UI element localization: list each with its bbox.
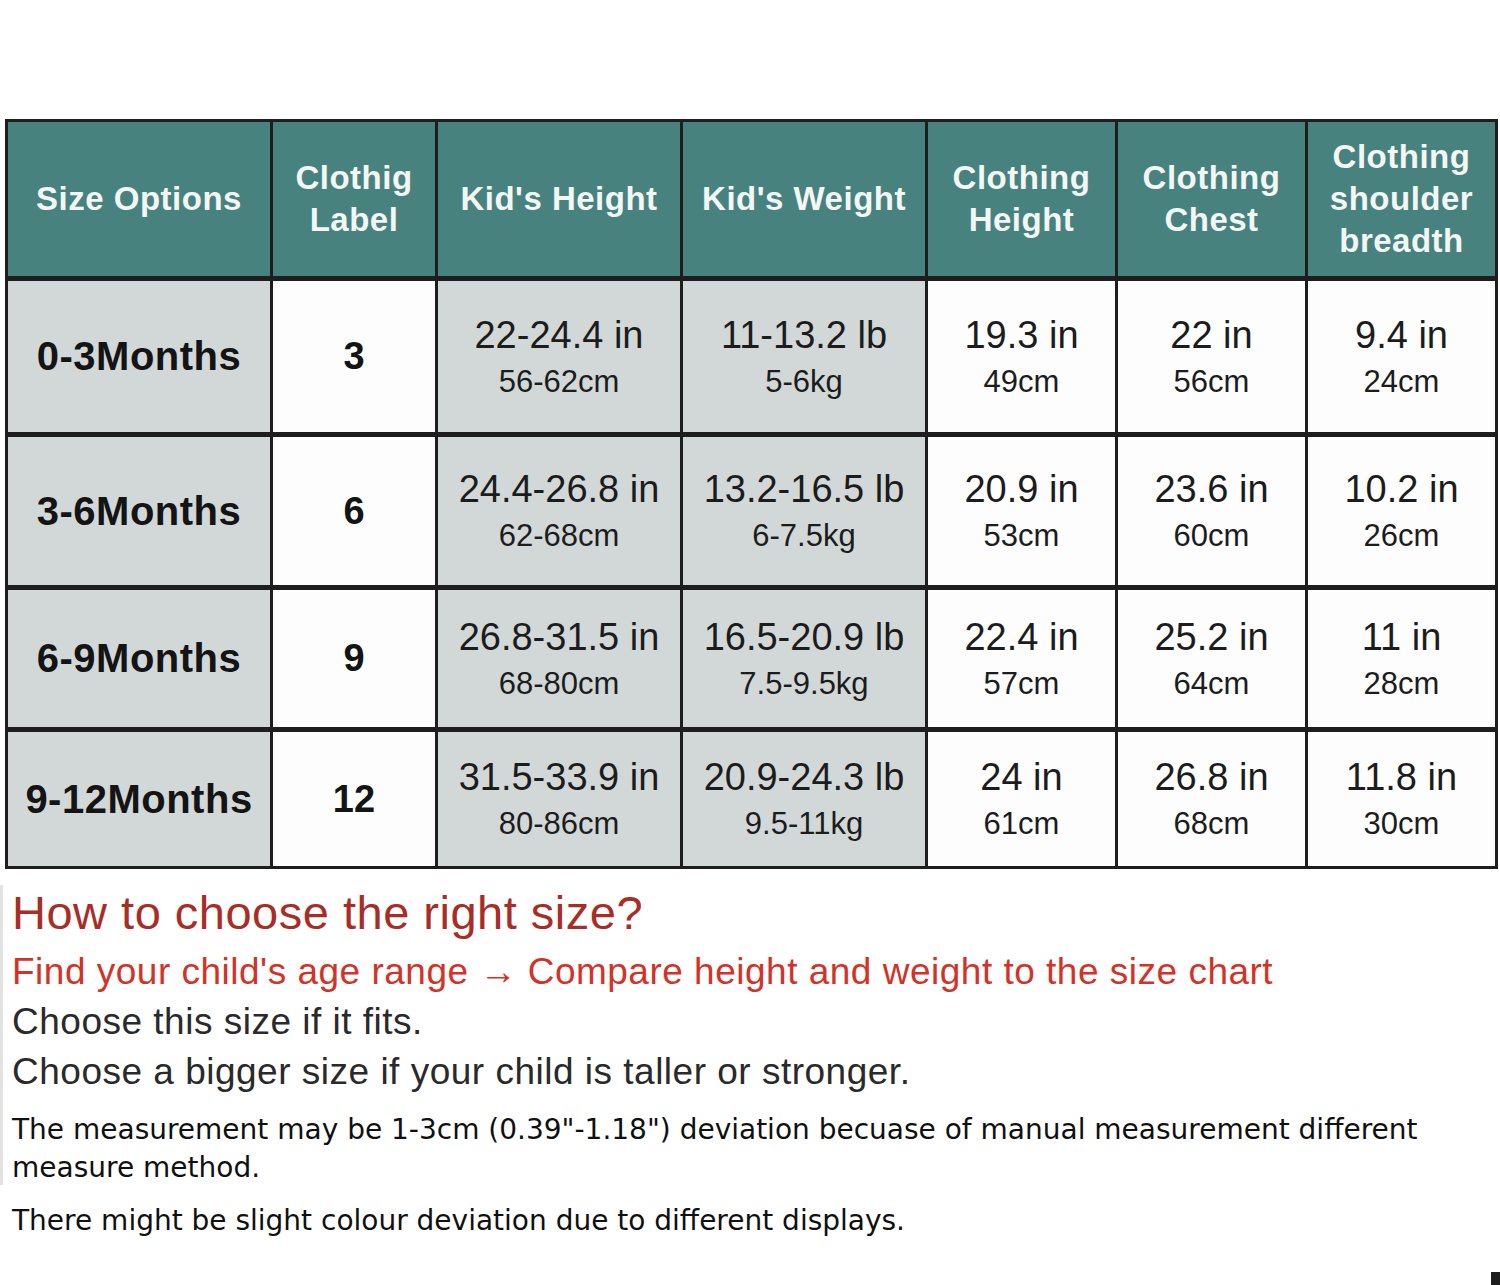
value-inches: 22 in [1124,314,1299,358]
value-cm: 68cm [1124,806,1299,842]
value-cm: 62-68cm [444,518,674,554]
cell-clothing-chest: 23.6 in 60cm [1117,435,1307,588]
value-cm: 60cm [1124,518,1299,554]
left-edge-artifact [0,885,3,1185]
cell-kids-weight: 11-13.2 lb 5-6kg [682,279,927,435]
cell-clothing-chest: 26.8 in 68cm [1117,730,1307,868]
value-inches: 23.6 in [1124,468,1299,512]
colour-deviation-note: There might be slight colour deviation d… [12,1202,1492,1240]
value-inches: 10.2 in [1314,468,1489,512]
value-inches: 31.5-33.9 in [444,756,674,800]
value-pounds: 16.5-20.9 lb [689,616,919,660]
cell-kids-height: 24.4-26.8 in 62-68cm [437,435,682,588]
value-inches: 22.4 in [934,616,1109,660]
value-cm: 56cm [1124,364,1299,400]
value-cm: 64cm [1124,666,1299,702]
value-kg: 6-7.5kg [689,518,919,554]
value-cm: 68-80cm [444,666,674,702]
cell-shoulder-breadth: 9.4 in 24cm [1307,279,1497,435]
value-cm: 49cm [934,364,1109,400]
cell-shoulder-breadth: 11 in 28cm [1307,588,1497,730]
value-inches: 24.4-26.8 in [444,468,674,512]
size-chart-page: Size Options Clothig Label Kid's Height … [0,0,1500,1285]
column-header-shoulder-breadth: Clothing shoulder breadth [1307,121,1497,279]
value-kg: 7.5-9.5kg [689,666,919,702]
value-inches: 9.4 in [1314,314,1489,358]
value-cm: 61cm [934,806,1109,842]
cell-kids-height: 22-24.4 in 56-62cm [437,279,682,435]
cell-clothing-label: 12 [272,730,437,868]
corner-scrollbar-mark [1491,1272,1500,1285]
value-cm: 30cm [1314,806,1489,842]
value-cm: 56-62cm [444,364,674,400]
find-age-range-line: Find your child's age range → Compare he… [12,949,1492,995]
cell-kids-weight: 20.9-24.3 lb 9.5-11kg [682,730,927,868]
value-pounds: 20.9-24.3 lb [689,756,919,800]
cell-kids-height: 26.8-31.5 in 68-80cm [437,588,682,730]
cell-size-option: 0-3Months [7,279,272,435]
value-inches: 20.9 in [934,468,1109,512]
value-inches: 19.3 in [934,314,1109,358]
value-cm: 57cm [934,666,1109,702]
cell-clothing-label: 9 [272,588,437,730]
cell-clothing-chest: 22 in 56cm [1117,279,1307,435]
header-row: Size Options Clothig Label Kid's Height … [7,121,1497,279]
value-pounds: 11-13.2 lb [689,314,919,358]
table-row: 0-3Months 3 22-24.4 in 56-62cm 11-13.2 l… [7,279,1497,435]
fit-line: Choose this size if it fits. [12,999,1492,1045]
value-inches: 11 in [1314,616,1489,660]
cell-clothing-height: 19.3 in 49cm [927,279,1117,435]
value-cm: 24cm [1314,364,1489,400]
value-cm: 26cm [1314,518,1489,554]
value-cm: 53cm [934,518,1109,554]
value-inches: 24 in [934,756,1109,800]
how-to-heading: How to choose the right size? [12,885,1492,941]
value-inches: 26.8-31.5 in [444,616,674,660]
cell-clothing-label: 3 [272,279,437,435]
cell-kids-weight: 13.2-16.5 lb 6-7.5kg [682,435,927,588]
cell-kids-height: 31.5-33.9 in 80-86cm [437,730,682,868]
value-inches: 22-24.4 in [444,314,674,358]
column-header-clothing-chest: Clothing Chest [1117,121,1307,279]
column-header-kids-weight: Kid's Weight [682,121,927,279]
size-chart-table: Size Options Clothig Label Kid's Height … [5,119,1498,869]
cell-size-option: 9-12Months [7,730,272,868]
column-header-clothing-height: Clothing Height [927,121,1117,279]
value-inches: 26.8 in [1124,756,1299,800]
value-inches: 25.2 in [1124,616,1299,660]
cell-size-option: 6-9Months [7,588,272,730]
cell-size-option: 3-6Months [7,435,272,588]
table-row: 9-12Months 12 31.5-33.9 in 80-86cm 20.9-… [7,730,1497,868]
cell-shoulder-breadth: 11.8 in 30cm [1307,730,1497,868]
value-inches: 11.8 in [1314,756,1489,800]
table-row: 6-9Months 9 26.8-31.5 in 68-80cm 16.5-20… [7,588,1497,730]
column-header-clothing-label: Clothig Label [272,121,437,279]
cell-clothing-height: 24 in 61cm [927,730,1117,868]
cell-shoulder-breadth: 10.2 in 26cm [1307,435,1497,588]
table-row: 3-6Months 6 24.4-26.8 in 62-68cm 13.2-16… [7,435,1497,588]
value-cm: 80-86cm [444,806,674,842]
value-cm: 28cm [1314,666,1489,702]
cell-kids-weight: 16.5-20.9 lb 7.5-9.5kg [682,588,927,730]
cell-clothing-height: 22.4 in 57cm [927,588,1117,730]
value-kg: 9.5-11kg [689,806,919,842]
column-header-size-options: Size Options [7,121,272,279]
value-pounds: 13.2-16.5 lb [689,468,919,512]
measurement-deviation-note: The measurement may be 1-3cm (0.39"-1.18… [12,1111,1492,1187]
cell-clothing-chest: 25.2 in 64cm [1117,588,1307,730]
cell-clothing-height: 20.9 in 53cm [927,435,1117,588]
bigger-size-line: Choose a bigger size if your child is ta… [12,1049,1492,1095]
value-kg: 5-6kg [689,364,919,400]
cell-clothing-label: 6 [272,435,437,588]
size-guide-notes: How to choose the right size? Find your … [12,885,1492,1240]
column-header-kids-height: Kid's Height [437,121,682,279]
